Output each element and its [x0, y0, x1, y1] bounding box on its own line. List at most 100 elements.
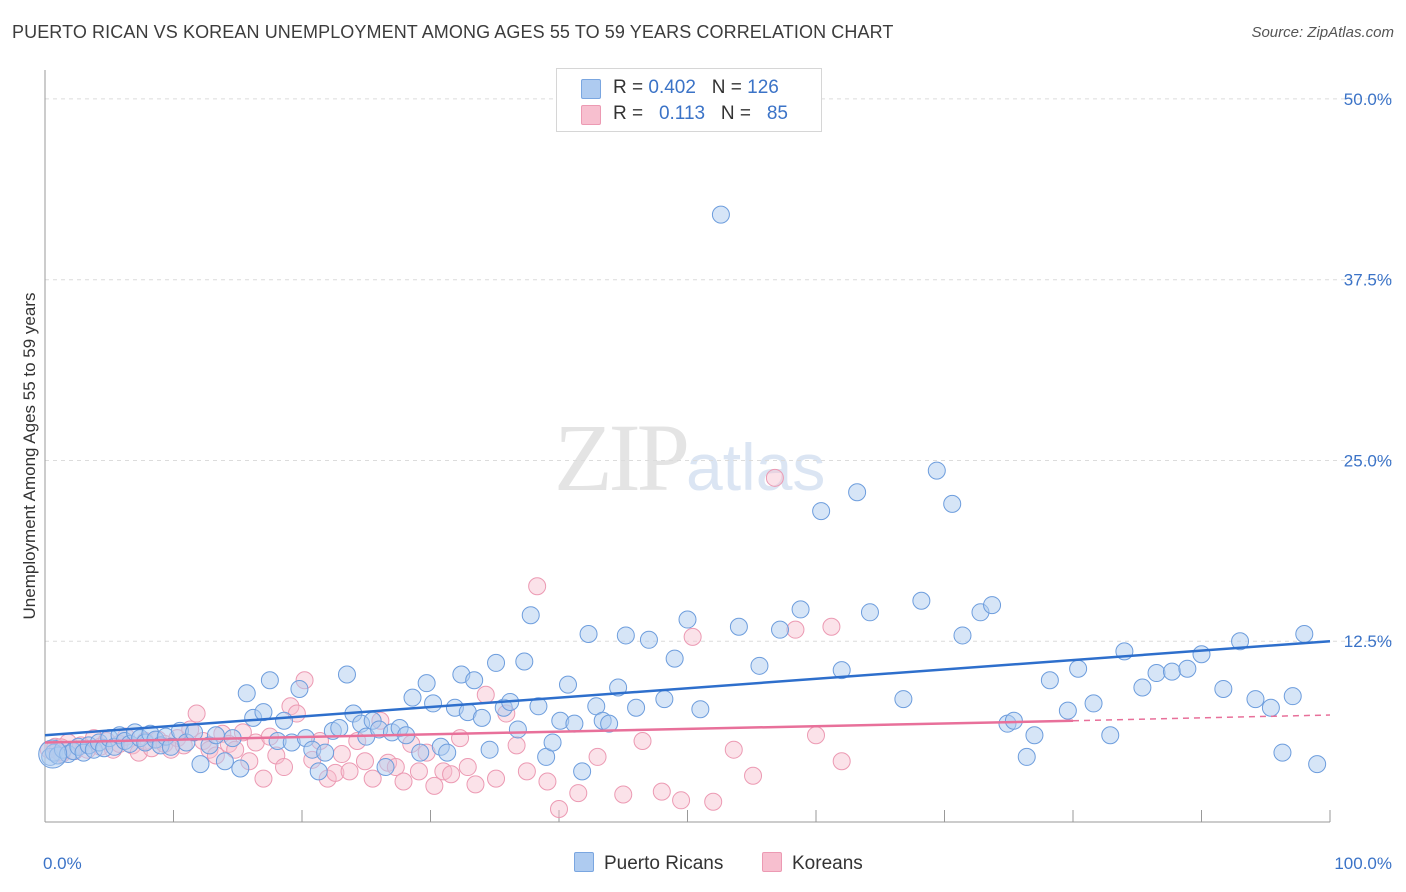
puerto-rican-point [465, 671, 484, 690]
korean-point [704, 792, 723, 811]
r-label: R = [613, 77, 649, 98]
puerto-rican-point [750, 656, 769, 675]
korean-point [409, 762, 428, 781]
puerto-rican-point [943, 494, 962, 513]
grid-lines [45, 98, 1392, 642]
puerto-rican-point [231, 759, 250, 778]
y-tick-label: 37.5% [1344, 271, 1392, 290]
korean-point [765, 468, 784, 487]
puerto-rican-point [1273, 743, 1292, 762]
puerto-rican-point [1017, 747, 1036, 766]
bottom-legend-swatch-blue [574, 852, 594, 872]
puerto-rican-trend-line [44, 639, 1331, 737]
puerto-rican-point [1101, 726, 1120, 745]
puerto-rican-point [565, 714, 584, 733]
watermark-zip: ZIP [554, 404, 690, 511]
bottom-legend-puerto-ricans: Puerto Ricans [574, 852, 723, 875]
puerto-rican-point [275, 711, 294, 730]
puerto-rican-point [894, 690, 913, 709]
puerto-rican-point [472, 708, 491, 727]
puerto-rican-point [1133, 678, 1152, 697]
puerto-rican-point [791, 600, 810, 619]
puerto-rican-point [38, 739, 68, 769]
puerto-rican-point [521, 606, 540, 625]
puerto-rican-point [1162, 662, 1181, 681]
korean-point [569, 784, 588, 803]
puerto-rican-point [1246, 690, 1265, 709]
axes [44, 70, 1331, 823]
puerto-rican-point [812, 502, 831, 521]
r-value: 0.402 [648, 77, 696, 98]
bottom-legend-koreans: Koreans [762, 852, 863, 875]
puerto-rican-point [411, 743, 430, 762]
puerto-rican-point [1147, 664, 1166, 683]
puerto-rican-point [848, 483, 867, 502]
x-tick-label: 100.0% [1334, 854, 1392, 873]
tick-labels: 12.5% 25.0% 37.5% 50.0% 0.0% 100.0% [43, 90, 1392, 873]
puerto-rican-point [655, 690, 674, 709]
puerto-rican-point [1058, 701, 1077, 720]
korean-point [614, 785, 633, 804]
puerto-rican-point [912, 591, 931, 610]
puerto-rican-point [983, 596, 1002, 615]
puerto-rican-point [290, 679, 309, 698]
puerto-rican-point [403, 688, 422, 707]
watermark: ZIPatlas [554, 402, 825, 513]
bottom-legend-swatch-pink [762, 852, 782, 872]
korean-points [39, 468, 851, 818]
puerto-rican-point [424, 694, 443, 713]
puerto-rican-point [832, 661, 851, 680]
puerto-rican-point [529, 697, 548, 716]
puerto-rican-point [729, 617, 748, 636]
puerto-rican-point [627, 698, 646, 717]
puerto-rican-point [579, 625, 598, 643]
bottom-legend-label: Koreans [792, 853, 863, 874]
korean-point [528, 577, 547, 596]
puerto-rican-point [558, 675, 577, 694]
puerto-rican-point [573, 762, 592, 781]
korean-point [442, 765, 461, 784]
puerto-rican-point [480, 740, 499, 759]
puerto-rican-point [678, 610, 697, 629]
korean-point [832, 752, 851, 771]
korean-point [517, 762, 536, 781]
puerto-rican-point [639, 630, 658, 649]
korean-point [254, 769, 273, 788]
puerto-rican-point [191, 755, 210, 774]
korean-point [786, 620, 805, 639]
n-value: 126 [747, 77, 779, 98]
puerto-rican-point [927, 461, 946, 480]
puerto-rican-point [487, 653, 506, 672]
korean-point [822, 617, 841, 636]
korean-point [538, 772, 557, 791]
puerto-rican-point [1261, 698, 1280, 717]
korean-point [633, 732, 652, 751]
puerto-rican-point [337, 665, 356, 684]
legend-text: R = 0.402 N = 126 [613, 77, 779, 99]
korean-trend-line [44, 719, 1074, 744]
legend-swatch-blue [581, 79, 601, 99]
legend-swatch-pink [581, 105, 601, 125]
korean-point [458, 758, 477, 777]
korean-point [588, 747, 607, 766]
korean-trend-line-extension [1072, 714, 1331, 722]
korean-point [652, 782, 671, 801]
puerto-rican-point [543, 733, 562, 752]
x-tick-label: 0.0% [43, 854, 82, 873]
puerto-rican-point [1178, 659, 1197, 678]
puerto-rican-point [1231, 632, 1250, 651]
puerto-rican-point [771, 620, 790, 639]
bottom-legend-label: Puerto Ricans [604, 853, 724, 874]
legend-text: R = 0.113 N = 85 [613, 103, 788, 125]
korean-point [487, 769, 506, 788]
correlation-legend: R = 0.402 N = 126 R = 0.113 N = 85 [556, 68, 822, 132]
puerto-rican-point [254, 703, 273, 722]
korean-point [744, 766, 763, 785]
puerto-rican-point [616, 626, 635, 645]
r-value: 0.113 [658, 103, 706, 124]
puerto-rican-point [316, 743, 335, 762]
puerto-rican-point [1295, 625, 1314, 643]
puerto-rican-point [515, 652, 534, 671]
puerto-rican-point [215, 752, 234, 771]
